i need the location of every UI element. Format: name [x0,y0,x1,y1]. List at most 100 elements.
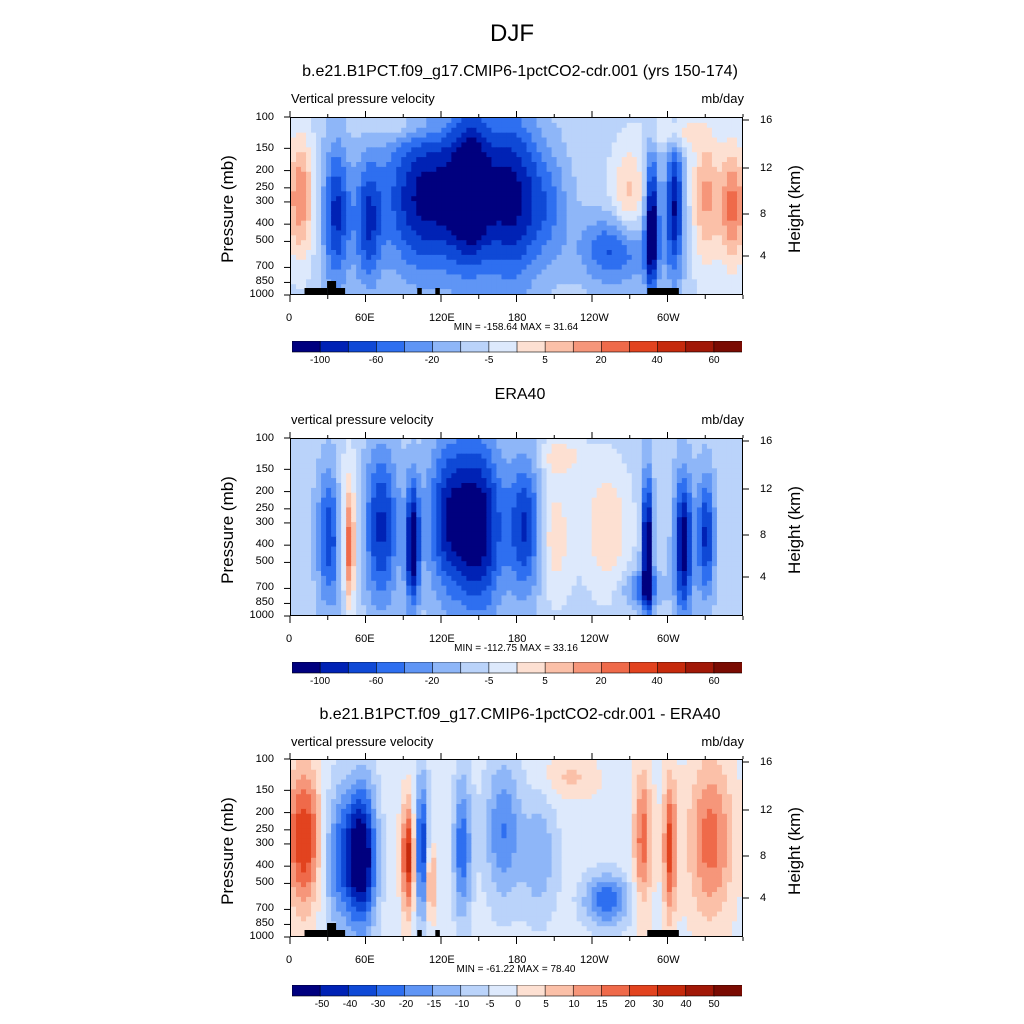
field-cell [611,463,618,469]
field-cell [576,468,583,474]
field-cell [471,245,478,251]
field-cell [531,507,538,513]
field-cell [346,152,352,158]
field-cell [391,279,397,285]
field-cell [411,235,417,241]
field-cell [376,448,382,455]
field-cell [676,269,683,276]
field-cell [586,497,593,504]
field-cell [446,274,452,280]
field-cell [621,443,628,450]
field-cell [306,453,312,460]
field-cell [376,235,382,241]
field-cell [426,186,432,192]
field-cell [596,492,603,499]
field-cell [686,458,693,465]
field-cell [656,240,663,246]
field-cell [456,250,462,256]
field-cell [461,127,467,134]
field-cell [506,279,513,285]
field-cell [431,284,437,290]
field-cell [381,289,387,294]
field-cell [296,507,302,513]
field-cell [486,443,493,450]
field-cell [701,201,708,207]
field-cell [521,191,528,197]
field-cell [711,118,718,124]
field-cell [321,152,327,158]
field-cell [291,284,297,290]
field-cell [631,483,638,489]
field-cell [551,176,558,183]
field-cell [476,478,483,484]
field-cell [506,118,513,124]
field-cell [566,147,573,153]
field-cell [426,492,432,499]
field-cell [376,443,382,450]
field-cell [296,166,302,173]
field-cell [341,235,347,241]
field-cell [511,191,518,197]
field-cell [651,522,658,528]
field-cell [311,152,317,158]
field-cell [721,507,728,513]
field-cell [696,206,703,212]
field-cell [706,284,713,290]
field-cell [396,201,402,207]
field-cell [366,210,372,217]
field-cell [296,137,302,144]
field-cell [546,448,553,455]
field-cell [381,191,387,197]
field-cell [526,468,533,474]
field-cell [736,152,742,158]
field-cell [536,274,543,280]
field-cell [526,186,533,192]
field-cell [401,492,407,499]
field-cell [366,142,372,148]
field-cell [316,152,322,158]
field-cell [661,439,668,445]
field-cell [431,191,437,197]
field-cell [451,284,457,290]
field-cell [541,196,548,202]
field-cell [711,220,718,227]
field-cell [656,186,663,192]
colorbar-swatch [460,341,490,353]
field-cell [691,127,698,134]
field-cell [701,274,708,280]
field-cell [381,473,387,479]
field-cell [411,166,417,173]
field-cell [316,497,322,504]
field-cell [736,512,742,518]
field-cell [661,502,668,509]
field-cell [346,502,352,509]
field-cell [696,492,703,499]
field-cell [386,142,392,148]
field-cell [721,439,728,445]
field-cell [611,162,618,168]
field-cell [341,157,347,163]
field-cell [456,118,462,124]
field-cell [611,186,618,192]
field-cell [321,142,327,148]
field-cell [716,478,723,484]
field-cell [526,439,533,445]
field-cell [476,483,483,489]
field-cell [531,186,538,192]
field-cell [726,473,733,479]
field-cell [636,176,643,183]
field-cell [361,215,367,222]
field-cell [561,132,568,139]
field-cell [621,439,628,445]
field-cell [361,289,367,294]
field-cell [586,264,593,271]
field-cell [481,269,488,276]
field-cell [401,284,407,290]
field-cell [611,492,618,499]
field-cell [636,439,643,445]
field-cell [366,157,372,163]
field-cell [706,274,713,280]
field-cell [551,220,558,227]
field-cell [731,186,738,192]
field-cell [426,517,432,523]
